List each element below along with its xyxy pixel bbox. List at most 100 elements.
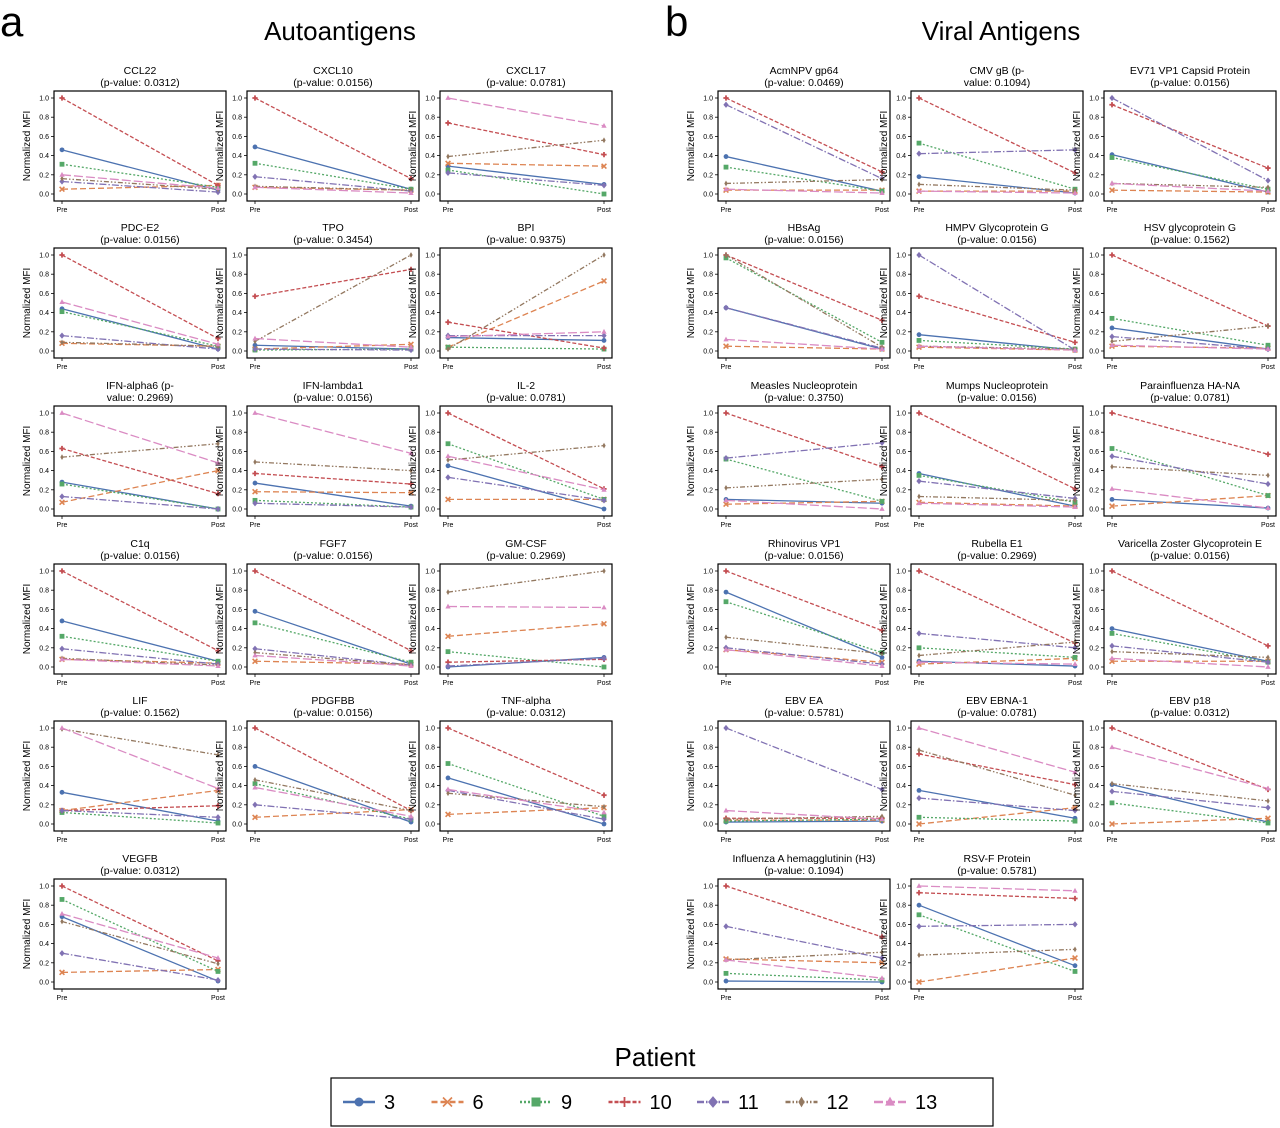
series-line	[61, 658, 219, 667]
series-10	[723, 410, 885, 470]
data-point	[446, 589, 450, 595]
series-line	[918, 501, 1076, 507]
subplot-title: Rubella E1	[971, 538, 1023, 550]
data-point	[59, 950, 65, 957]
data-point	[879, 464, 885, 470]
subplot: RSV-F Protein(p-value: 0.5781) 0.0 0.2 0.4 0…	[879, 853, 1084, 1002]
subplot-title: (p-value: 0.0156)	[764, 550, 843, 562]
data-point	[601, 506, 607, 512]
series-3	[916, 902, 1078, 969]
subplot-title: value: 0.1094)	[964, 77, 1031, 89]
series-6	[916, 955, 1078, 985]
x-tick-label: Pre	[57, 522, 68, 529]
y-tick-label: 0.2	[896, 802, 906, 809]
series-12	[60, 918, 220, 967]
legend-entry: 9	[520, 1092, 572, 1114]
y-tick-label: 0.8	[39, 588, 49, 595]
series-line	[61, 648, 219, 665]
subplot: Rhinovirus VP1(p-value: 0.0156) 0.0 0.2 0.4…	[686, 538, 891, 687]
data-point	[445, 496, 451, 503]
data-point	[602, 137, 606, 144]
data-point	[916, 890, 922, 896]
subplot-title: (p-value: 0.0156)	[293, 392, 372, 404]
data-point	[1072, 818, 1078, 824]
series-line	[918, 495, 1076, 502]
subplot: FGF7(p-value: 0.0156) 0.0 0.2 0.4 0.6 0.8 1.0 P…	[215, 538, 420, 687]
y-tick-label: 0.8	[39, 745, 49, 752]
data-point	[215, 648, 221, 654]
series-line	[254, 502, 412, 508]
y-tick-label: 1.0	[703, 411, 713, 418]
series-line	[61, 301, 219, 345]
y-tick-label: 0.8	[1089, 272, 1099, 279]
series-line	[918, 923, 1076, 927]
series-line	[725, 570, 883, 632]
y-tick-label: 0.2	[232, 645, 242, 652]
y-axis-label: Normalized MFI	[215, 111, 226, 182]
series-line	[725, 649, 883, 663]
series-line	[725, 442, 883, 459]
x-tick-label: Pre	[57, 207, 68, 214]
data-point	[601, 122, 607, 128]
data-point	[1265, 188, 1271, 194]
legend-entry: 11	[697, 1092, 759, 1114]
data-point	[1266, 323, 1270, 329]
data-point	[723, 883, 729, 889]
series-line	[1111, 182, 1269, 192]
series-line	[918, 661, 1076, 665]
data-point	[1109, 453, 1115, 460]
subplot-title: TPO	[322, 222, 344, 234]
data-point	[1109, 626, 1115, 631]
data-point	[723, 978, 729, 984]
x-tick-label: Post	[597, 837, 611, 844]
data-point	[408, 176, 414, 182]
data-point	[724, 180, 728, 187]
series-line	[1111, 325, 1269, 343]
x-tick-label: Post	[404, 837, 418, 844]
data-point	[916, 478, 922, 485]
subplot-title: Mumps Nucleoprotein	[946, 380, 1048, 392]
data-point	[1109, 342, 1115, 348]
series-11	[916, 146, 1078, 157]
data-point	[59, 897, 65, 902]
x-tick-label: Pre	[443, 522, 454, 529]
y-tick-label: 0.0	[1089, 192, 1099, 199]
x-tick-label: Pre	[914, 995, 925, 1002]
series-line	[725, 885, 883, 938]
series-line	[1111, 488, 1269, 509]
y-tick-label: 0.4	[39, 626, 49, 633]
data-point	[445, 786, 451, 792]
plot-frame	[439, 90, 613, 202]
data-point	[216, 440, 220, 447]
subplot: CXCL17(p-value: 0.0781) 0.0 0.2 0.4 0.6 0.8 1.…	[408, 65, 613, 214]
y-tick-label: 0.0	[39, 822, 49, 829]
y-tick-label: 0.4	[1089, 153, 1099, 160]
y-tick-label: 1.0	[232, 96, 242, 103]
series-line	[61, 657, 219, 666]
y-tick-label: 0.8	[232, 115, 242, 122]
subplot-title: CXCL17	[506, 65, 546, 77]
series-line	[725, 499, 883, 510]
y-tick-label: 0.0	[703, 349, 713, 356]
series-10	[916, 410, 1078, 492]
series-13	[1109, 744, 1271, 791]
x-tick-label: Post	[875, 364, 889, 371]
series-line	[725, 307, 883, 349]
subplot-title: FGF7	[320, 538, 347, 550]
series-line	[1111, 498, 1269, 509]
series-12	[724, 476, 884, 491]
series-11	[916, 630, 1078, 651]
data-point	[252, 725, 258, 731]
y-axis-label: Normalized MFI	[686, 426, 697, 497]
y-tick-label: 0.0	[896, 822, 906, 829]
series-line	[1111, 466, 1269, 477]
subplot-title: (p-value: 0.0156)	[293, 550, 372, 562]
data-point	[1109, 485, 1115, 491]
series-10	[916, 95, 1078, 176]
data-point	[215, 785, 221, 791]
x-tick-label: Pre	[443, 680, 454, 687]
data-point	[723, 164, 729, 170]
y-tick-label: 0.8	[425, 745, 435, 752]
data-point	[445, 725, 451, 731]
y-tick-label: 1.0	[39, 884, 49, 891]
